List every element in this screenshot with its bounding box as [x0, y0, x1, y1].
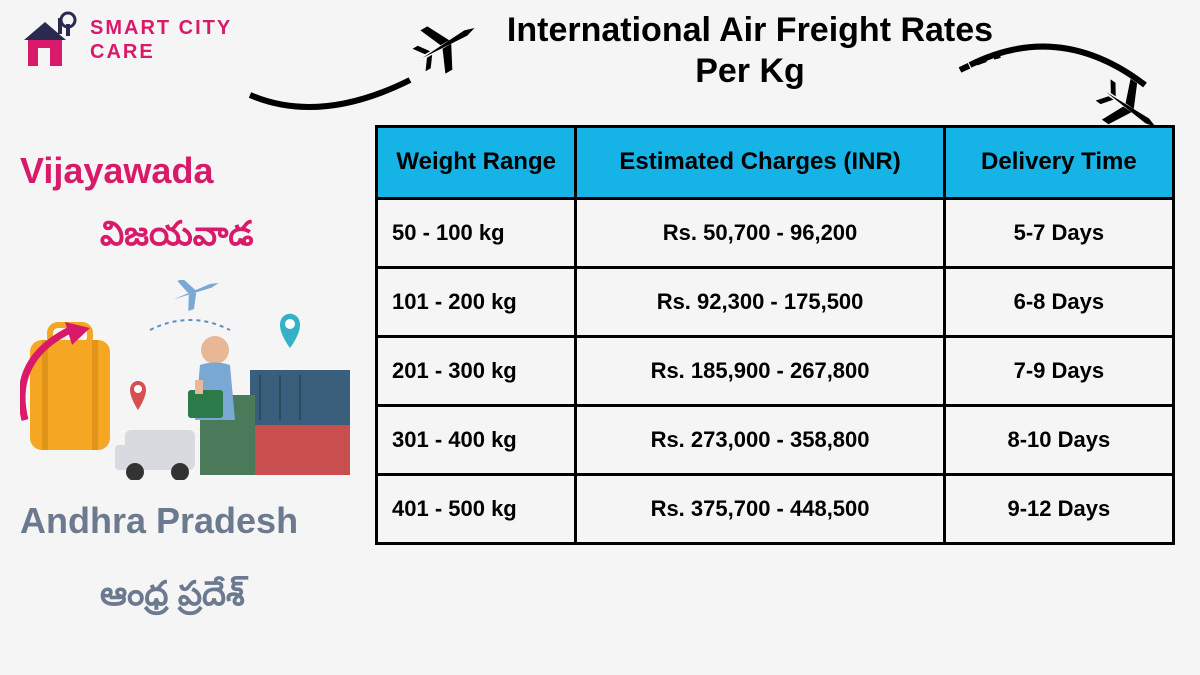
freight-rate-table: Weight Range Estimated Charges (INR) Del… — [375, 125, 1175, 545]
cell-weight: 101 - 200 kg — [377, 267, 576, 336]
plane-swoosh-right-icon — [950, 30, 1180, 130]
table-row: 50 - 100 kg Rs. 50,700 - 96,200 5-7 Days — [377, 198, 1174, 267]
logo: SMART CITY CARE — [20, 10, 232, 70]
cell-charges: Rs. 50,700 - 96,200 — [576, 198, 944, 267]
logo-text: SMART CITY CARE — [90, 16, 232, 64]
cell-delivery: 5-7 Days — [944, 198, 1173, 267]
table-row: 401 - 500 kg Rs. 375,700 - 448,500 9-12 … — [377, 474, 1174, 543]
logo-line1: SMART CITY — [90, 16, 232, 40]
header-charges: Estimated Charges (INR) — [576, 127, 944, 199]
state-english: Andhra Pradesh — [20, 500, 298, 542]
cell-weight: 50 - 100 kg — [377, 198, 576, 267]
cell-weight: 201 - 300 kg — [377, 336, 576, 405]
city-telugu: విజయవాడ — [100, 215, 254, 262]
cell-delivery: 6-8 Days — [944, 267, 1173, 336]
header-delivery: Delivery Time — [944, 127, 1173, 199]
cell-weight: 301 - 400 kg — [377, 405, 576, 474]
city-english: Vijayawada — [20, 150, 213, 192]
state-telugu: ఆంధ్ర ప్రదేశ్ — [100, 575, 245, 622]
cell-delivery: 8-10 Days — [944, 405, 1173, 474]
cell-weight: 401 - 500 kg — [377, 474, 576, 543]
cell-charges: Rs. 375,700 - 448,500 — [576, 474, 944, 543]
cell-delivery: 7-9 Days — [944, 336, 1173, 405]
plane-swoosh-left-icon — [240, 20, 500, 120]
table-row: 101 - 200 kg Rs. 92,300 - 175,500 6-8 Da… — [377, 267, 1174, 336]
table-header-row: Weight Range Estimated Charges (INR) Del… — [377, 127, 1174, 199]
logo-line2: CARE — [90, 40, 232, 64]
house-tools-icon — [20, 10, 80, 70]
table-row: 301 - 400 kg Rs. 273,000 - 358,800 8-10 … — [377, 405, 1174, 474]
page-title: International Air Freight Rates Per Kg — [500, 10, 1000, 92]
cell-charges: Rs. 273,000 - 358,800 — [576, 405, 944, 474]
cell-charges: Rs. 92,300 - 175,500 — [576, 267, 944, 336]
cell-delivery: 9-12 Days — [944, 474, 1173, 543]
cell-charges: Rs. 185,900 - 267,800 — [576, 336, 944, 405]
header-weight: Weight Range — [377, 127, 576, 199]
table-row: 201 - 300 kg Rs. 185,900 - 267,800 7-9 D… — [377, 336, 1174, 405]
logistics-illustration — [20, 280, 360, 480]
